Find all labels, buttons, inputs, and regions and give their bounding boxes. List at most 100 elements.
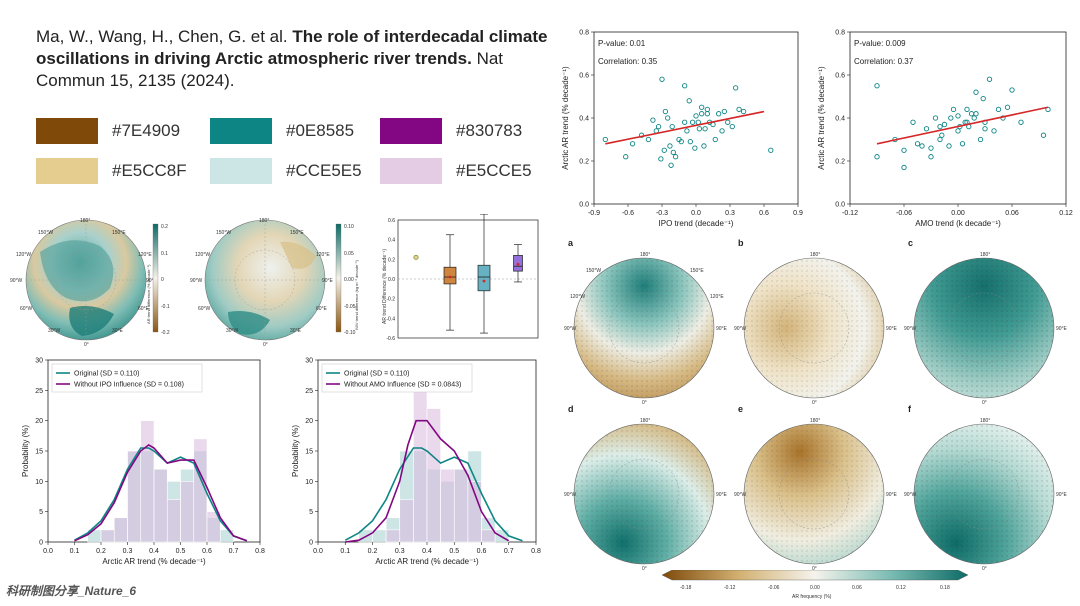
x-tick-label: 0.1 <box>340 548 350 555</box>
map-c-label-180: 180° <box>980 252 990 258</box>
scatter-point <box>672 154 679 160</box>
x-tick-label: 0.6 <box>477 548 487 555</box>
map-c-label-90e: 90°E <box>1056 326 1068 332</box>
x-tick-label: 0.7 <box>229 548 239 555</box>
hist-bar <box>219 529 234 543</box>
x-tick-label: -0.12 <box>842 210 858 217</box>
scatter-point <box>629 141 636 147</box>
cb-right-tick-1: 0.10 <box>344 224 354 230</box>
y-tick-label: 30 <box>35 358 43 365</box>
scatter-point <box>1040 132 1047 138</box>
citation-title: The role of interdecadal climate oscilla… <box>36 27 548 68</box>
small-colorbar-left: 0.2 0.1 0 -0.1 -0.2 AR trend difference … <box>146 223 170 336</box>
x-tick-label: 0.8 <box>255 548 265 555</box>
histogram-ipo: 0.0 0.1 0.2 0.3 0.4 0.5 0.6 0.7 0.8 0 5 10 15 20 25 30 A… <box>21 358 265 567</box>
p-value-annotation: P-value: 0.01 <box>598 39 646 48</box>
scatter-point <box>1004 104 1011 110</box>
swatch-4 <box>36 158 98 184</box>
histogram-amo: 0.0 0.1 0.2 0.3 0.4 0.5 0.6 0.7 0.8 0 5 10 15 20 25 30 A… <box>291 358 541 567</box>
map2-label-60e: 60°E <box>316 306 328 312</box>
swatch-1 <box>36 118 98 144</box>
scatter-point <box>623 154 629 160</box>
scatter-point <box>740 108 747 115</box>
scatter-point <box>982 126 988 132</box>
scatter-point <box>659 76 665 82</box>
y-tick-label: 0.4 <box>579 116 589 123</box>
scatter-point <box>682 83 688 89</box>
scatter-point <box>1009 87 1015 93</box>
y-tick-label: 0 <box>309 540 313 547</box>
regression-line <box>605 110 765 145</box>
map-a-label-90e: 90°E <box>716 326 728 332</box>
hist-bar <box>193 438 208 543</box>
scatter-point <box>693 113 699 119</box>
x-tick-label: 0.00 <box>951 210 965 217</box>
cb-right-tick-4: -0.05 <box>344 304 356 310</box>
x-axis-label: IPO trend (decade⁻¹) <box>659 219 734 228</box>
scatter-point <box>901 164 907 171</box>
x-tick-label: 0.4 <box>422 548 432 555</box>
scatter-point <box>939 132 945 138</box>
map2-label-60w: 60°W <box>198 306 211 312</box>
hist-bar <box>206 511 221 543</box>
large-maps-grid: 180° 150°E 120°E 90°E 90°W 120°W 150°W 0… <box>564 252 1068 572</box>
map-b-label-0: 0° <box>812 400 817 406</box>
map-a-label-120w: 120°W <box>570 294 585 300</box>
x-tick-label: 0.06 <box>1005 210 1019 217</box>
panel-letter-e: e <box>738 404 744 414</box>
bottom-cb-label: AR frequency (%) <box>792 594 832 600</box>
map1-label-60e: 60°E <box>138 306 150 312</box>
y-tick-label: 5 <box>39 509 43 516</box>
scatter-point <box>729 123 735 130</box>
panel-letter-a: a <box>568 238 574 248</box>
boxplot-ytick-label: -0.6 <box>386 336 395 342</box>
small-map-1: 180° 150°E 120°E 90°E 60°E 30°E 0° 30°W … <box>10 218 158 348</box>
map-d-label-90w: 90°W <box>564 492 577 498</box>
legend-label: Original (SD = 0.110) <box>74 371 139 378</box>
swatch-5 <box>210 158 272 184</box>
swatch-label-5: #CCE5E5 <box>286 161 362 180</box>
scatter-point <box>667 143 673 149</box>
scatter-point <box>928 145 934 151</box>
map1-label-0: 0° <box>84 342 89 348</box>
x-tick-label: 0.4 <box>149 548 159 555</box>
scatter-ipo: -0.9 -0.6 -0.3 0.0 0.3 0.6 0.9 0.0 0.2 0.4 0.6 0.8 I… <box>561 30 803 229</box>
boxplot-ytick-label: 0.6 <box>388 218 395 224</box>
map-f-label-0: 0° <box>982 566 987 572</box>
map2-label-90w: 90°W <box>190 278 203 284</box>
scatter-point <box>668 162 674 168</box>
map2-label-120w: 120°W <box>195 252 210 258</box>
map-e <box>743 423 885 565</box>
scatter-point <box>768 147 774 153</box>
boxplot-chart: AR trend Difference (% decade⁻¹) 0.6 0.4 0… <box>382 214 539 342</box>
citation-journal: Nat Commun 15, 2135 (2024). <box>36 49 504 90</box>
cb-left-tick-4: -0.1 <box>161 304 170 310</box>
x-tick-label: 0.12 <box>1059 210 1073 217</box>
x-axis-label: Arctic AR trend (% decade⁻¹) <box>375 557 479 566</box>
bottom-cb-tick-7: 0.18 <box>940 585 950 591</box>
scatter-point <box>669 123 675 130</box>
map-c-label-90w: 90°W <box>904 326 917 332</box>
legend-box <box>51 363 203 393</box>
watermark: 科研制图分享_Nature_6 <box>6 584 137 598</box>
map2-label-150w: 150°W <box>216 230 231 236</box>
scatter-point <box>721 108 727 115</box>
scatter-point <box>725 119 731 125</box>
citation-authors: Ma, W., Wang, H., Chen, G. et al. <box>36 27 288 46</box>
p-value-annotation: P-value: 0.009 <box>854 39 906 48</box>
map-a-label-120e: 120°E <box>710 294 724 300</box>
y-tick-label: 10 <box>305 479 313 486</box>
scatter-point <box>932 115 939 121</box>
y-tick-label: 25 <box>305 388 313 395</box>
scatter-point <box>923 126 930 132</box>
bottom-cb-tick-2: -0.12 <box>724 585 736 591</box>
kde-curve <box>74 443 248 542</box>
swatch-6 <box>380 158 442 184</box>
cb-left-tick-2: 0.1 <box>161 251 168 257</box>
y-tick-label: 20 <box>35 418 43 425</box>
scatter-point <box>684 128 690 134</box>
kde-curve <box>344 447 523 542</box>
map-c-label-0: 0° <box>982 400 987 406</box>
x-tick-label: -0.3 <box>656 210 668 217</box>
scatter-point <box>946 143 952 149</box>
